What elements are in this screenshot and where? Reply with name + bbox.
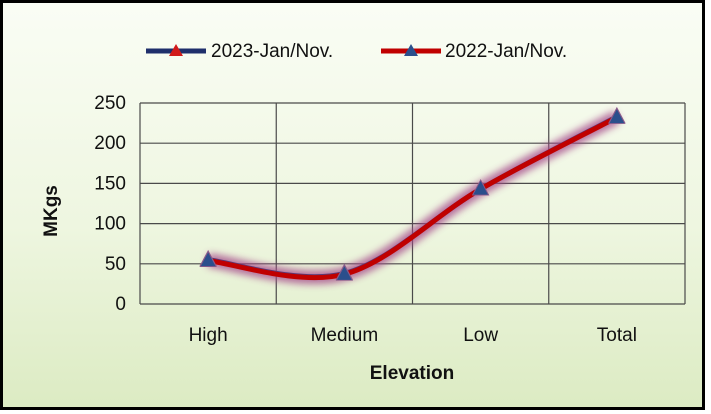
marker-2022-low <box>471 179 490 196</box>
y-tick-label-200: 200 <box>94 133 126 154</box>
legend-item-2022: 2022-Jan/Nov. <box>381 41 567 62</box>
x-tick-label-medium: Medium <box>311 325 379 346</box>
legend-item-2023: 2023-Jan/Nov. <box>146 41 333 62</box>
marker-2022-high <box>199 250 217 267</box>
legend-marker-2023 <box>169 44 183 56</box>
series-line-2022 <box>205 114 620 281</box>
y-tick-label-100: 100 <box>94 214 126 235</box>
x-tick-label-low: Low <box>463 325 498 346</box>
x-tick-label-high: High <box>189 325 228 346</box>
legend-marker-2022 <box>404 44 418 56</box>
legend: 2023-Jan/Nov. 2022-Jan/Nov. <box>146 41 567 62</box>
plot-area: 0 50 100 150 200 250 High Medium Low Total <box>94 93 686 346</box>
x-axis-title: Elevation <box>370 363 454 384</box>
legend-label-2023: 2023-Jan/Nov. <box>211 41 333 62</box>
y-axis-title: MKgs <box>41 185 62 237</box>
line-chart: 2023-Jan/Nov. 2022-Jan/Nov. 0 50 100 150 200… <box>41 41 686 384</box>
x-tick-label-total: Total <box>597 325 637 346</box>
marker-2022-medium <box>335 264 354 281</box>
y-tick-label-250: 250 <box>94 93 126 114</box>
legend-label-2022: 2022-Jan/Nov. <box>445 41 567 62</box>
marker-2022-total <box>608 107 626 124</box>
y-tick-label-150: 150 <box>94 173 126 194</box>
y-tick-label-50: 50 <box>105 254 126 275</box>
y-tick-label-0: 0 <box>115 294 126 315</box>
